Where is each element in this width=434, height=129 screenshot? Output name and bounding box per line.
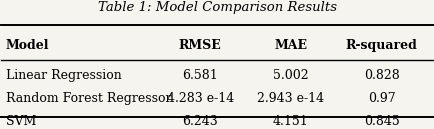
Text: Model: Model [6,39,49,52]
Text: 0.845: 0.845 [363,115,399,128]
Text: Random Forest Regressor: Random Forest Regressor [6,92,171,105]
Text: R-squared: R-squared [345,39,417,52]
Text: 6.581: 6.581 [182,70,217,82]
Text: 0.97: 0.97 [367,92,395,105]
Text: 2.943 e-14: 2.943 e-14 [257,92,324,105]
Text: RMSE: RMSE [178,39,221,52]
Text: 0.828: 0.828 [363,70,399,82]
Text: MAE: MAE [274,39,307,52]
Text: 5.002: 5.002 [273,70,308,82]
Text: 6.243: 6.243 [182,115,217,128]
Text: 4.283 e-14: 4.283 e-14 [166,92,233,105]
Text: SVM: SVM [6,115,36,128]
Text: 4.151: 4.151 [273,115,308,128]
Text: Table 1: Model Comparison Results: Table 1: Model Comparison Results [98,1,336,14]
Text: Linear Regression: Linear Regression [6,70,121,82]
